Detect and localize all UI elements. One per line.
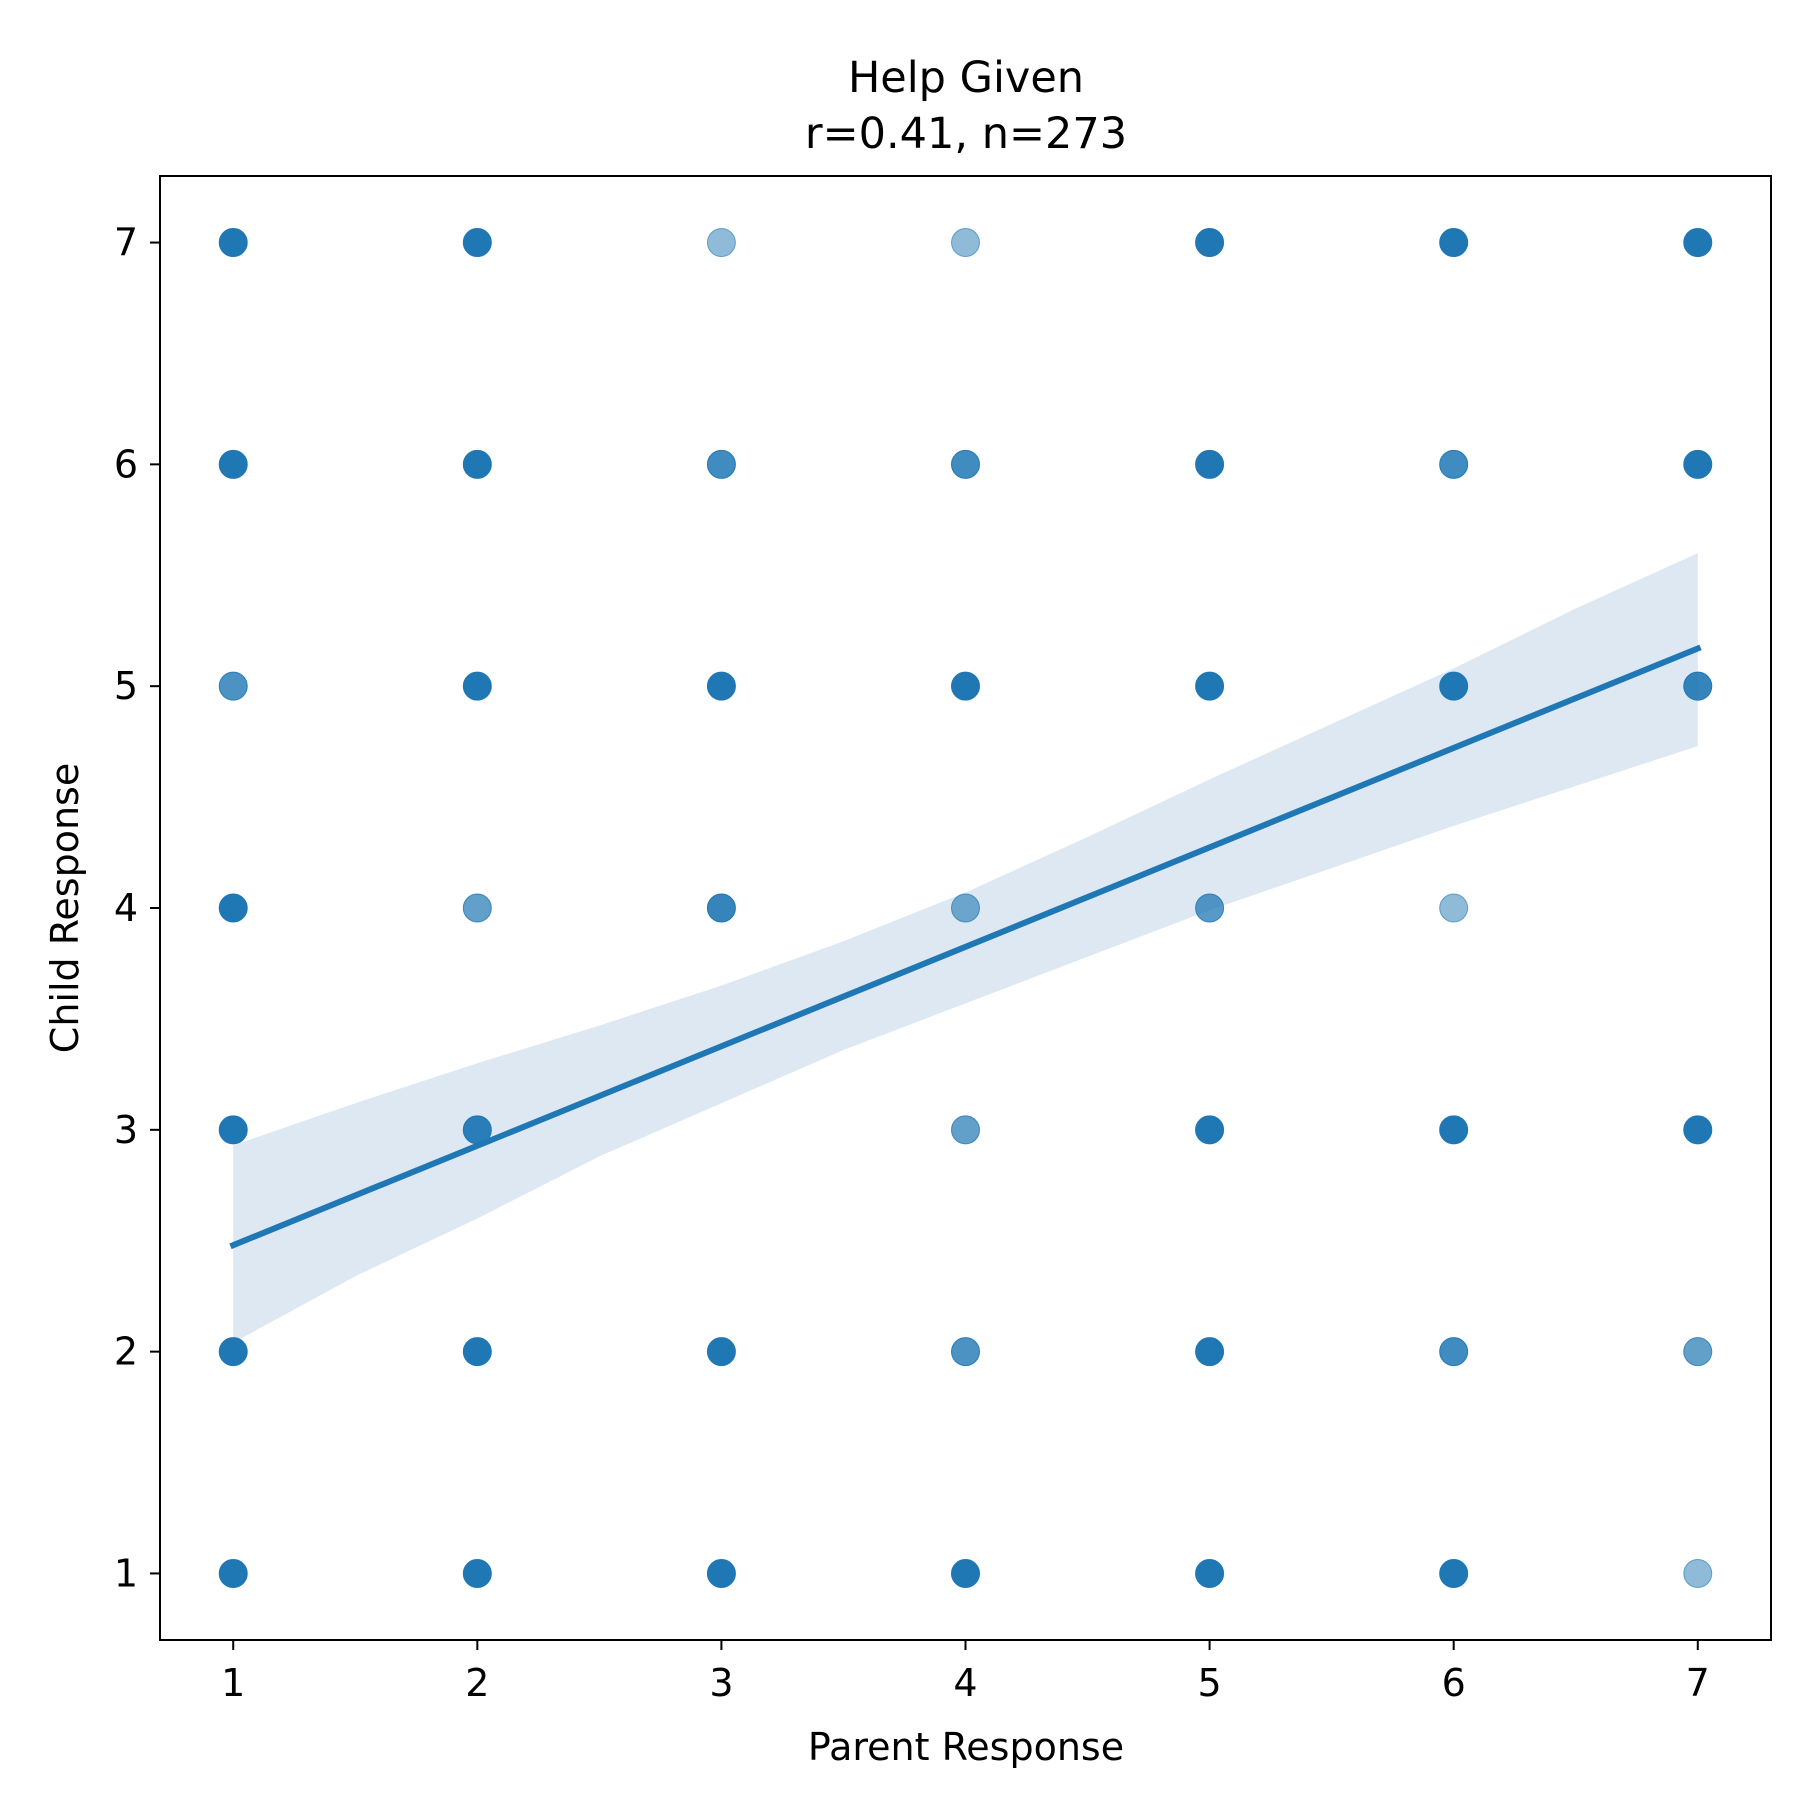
data-point [706,228,736,258]
y-axis-label: Child Response [43,763,87,1053]
data-point [951,1115,980,1145]
x-tick-label: 1 [221,1661,245,1705]
data-point [951,671,980,701]
data-point [1683,1337,1713,1367]
data-point [1439,1115,1469,1145]
data-point [1439,1337,1469,1367]
data-point [462,893,492,923]
data-point [1439,671,1469,701]
data-point [218,449,248,479]
data-point [1195,893,1225,923]
y-tick-label: 7 [114,221,138,265]
x-tick-label: 4 [953,1661,977,1705]
x-tick-label: 7 [1686,1661,1710,1705]
data-point [1195,1115,1225,1145]
y-tick-label: 6 [114,442,138,486]
data-point [218,1115,248,1145]
data-point [706,1337,736,1367]
x-tick-label: 5 [1197,1661,1221,1705]
chart-subtitle: r=0.41, n=273 [805,109,1127,159]
data-point [1195,1337,1225,1367]
data-point [462,671,492,701]
data-point [1683,1558,1713,1588]
y-tick-label: 1 [114,1551,138,1595]
chart-title: Help Given [848,53,1084,103]
data-point [1683,671,1713,701]
data-point [1439,449,1469,479]
data-point [706,893,736,923]
data-point [462,228,492,258]
x-tick-label: 6 [1442,1661,1466,1705]
data-point [706,449,736,479]
data-point [1439,893,1469,923]
data-point [462,1337,492,1367]
data-point [1439,228,1469,258]
points-layer [218,228,1713,1588]
data-point [218,893,248,923]
data-point [462,1558,492,1588]
regression-line [229,644,1702,1250]
x-tick-label: 2 [465,1661,489,1705]
data-point [951,1337,980,1367]
data-point [1683,449,1713,479]
data-point [1683,1115,1713,1145]
data-point [1195,228,1225,258]
data-point [951,228,980,258]
data-point [1195,671,1225,701]
data-point [462,449,492,479]
data-point [1439,1558,1469,1588]
x-axis-ticks: 1 2 3 4 5 6 7 [221,1640,1710,1705]
data-point [1195,449,1225,479]
data-point [951,1558,980,1588]
data-point [706,1558,736,1588]
data-point [1683,228,1713,258]
y-tick-label: 2 [114,1330,138,1374]
data-point [218,671,248,701]
y-tick-label: 3 [114,1108,138,1152]
x-tick-label: 3 [709,1661,733,1705]
x-axis-label: Parent Response [808,1725,1124,1769]
data-point [218,1337,248,1367]
y-tick-label: 5 [114,664,138,708]
y-tick-label: 4 [114,886,138,930]
data-point [951,893,980,923]
data-point [218,228,248,258]
data-point [951,449,980,479]
data-point [218,1558,248,1588]
data-point [1195,1558,1225,1588]
y-axis-ticks: 1 2 3 4 5 6 7 [114,221,160,1595]
data-point [706,671,736,701]
regression-line-layer [229,644,1702,1250]
